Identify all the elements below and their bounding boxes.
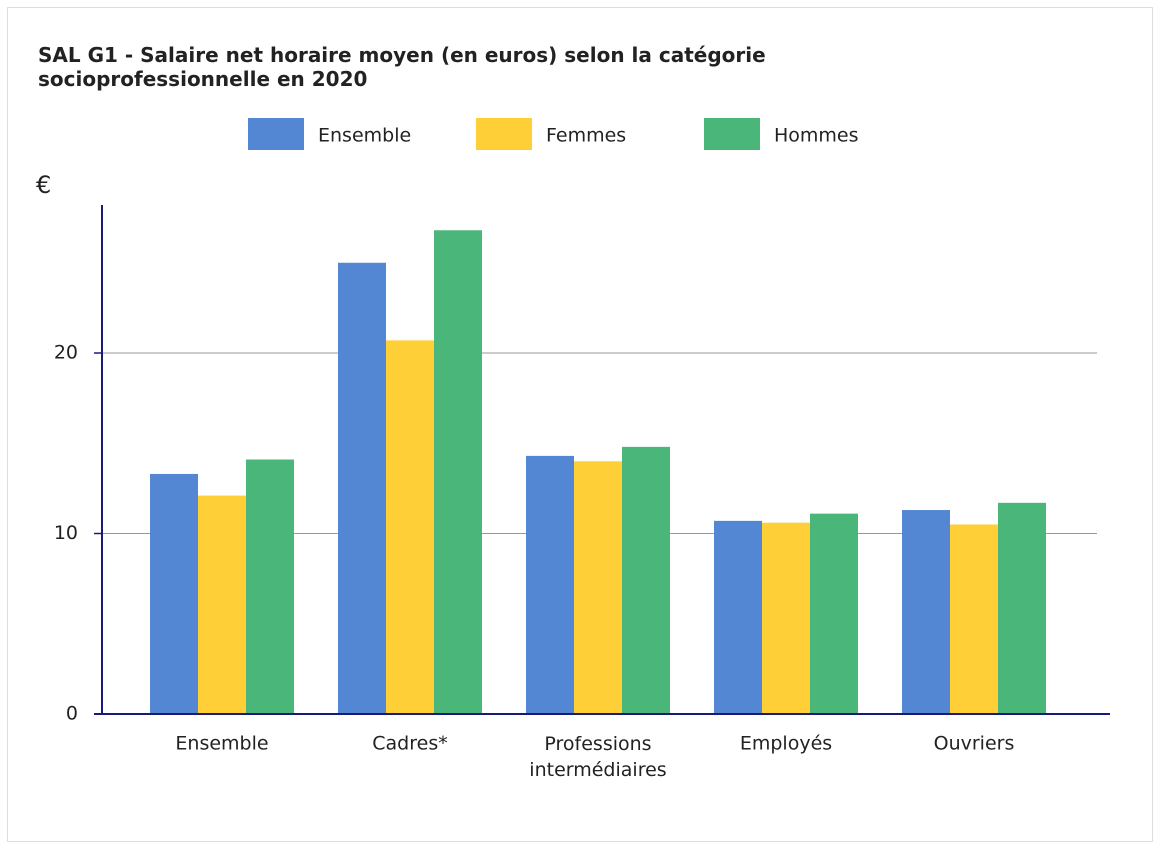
bar [434,230,482,714]
x-tick-label: Professions intermédiaires [529,733,666,781]
legend-swatch [476,118,532,150]
x-tick-label: Cadres* [372,733,447,755]
y-tick-label: 20 [54,342,78,364]
y-tick-label: 10 [54,522,78,544]
bar [762,522,810,714]
bar [246,459,294,714]
legend-label: Ensemble [318,125,411,147]
y-tick-label: 0 [66,703,78,725]
bar [150,473,198,714]
legend-swatch [248,118,304,150]
x-tick-label: Employés [740,733,832,755]
chart-title: SAL G1 - Salaire net horaire moyen (en e… [38,43,766,91]
x-tick-label: Ouvriers [934,733,1015,755]
legend-label: Femmes [546,125,626,147]
legend-swatch [704,118,760,150]
bar [338,262,386,714]
bar [950,524,998,714]
bar [386,340,434,714]
bar [902,510,950,714]
bar [998,502,1046,714]
x-tick-label: Ensemble [175,733,268,755]
bar [714,520,762,714]
bar [526,455,574,714]
bar [198,495,246,714]
legend-label: Hommes [774,125,859,147]
bar [622,446,670,714]
y-axis-label: € [36,171,51,199]
bar [810,513,858,714]
bar [574,461,622,714]
